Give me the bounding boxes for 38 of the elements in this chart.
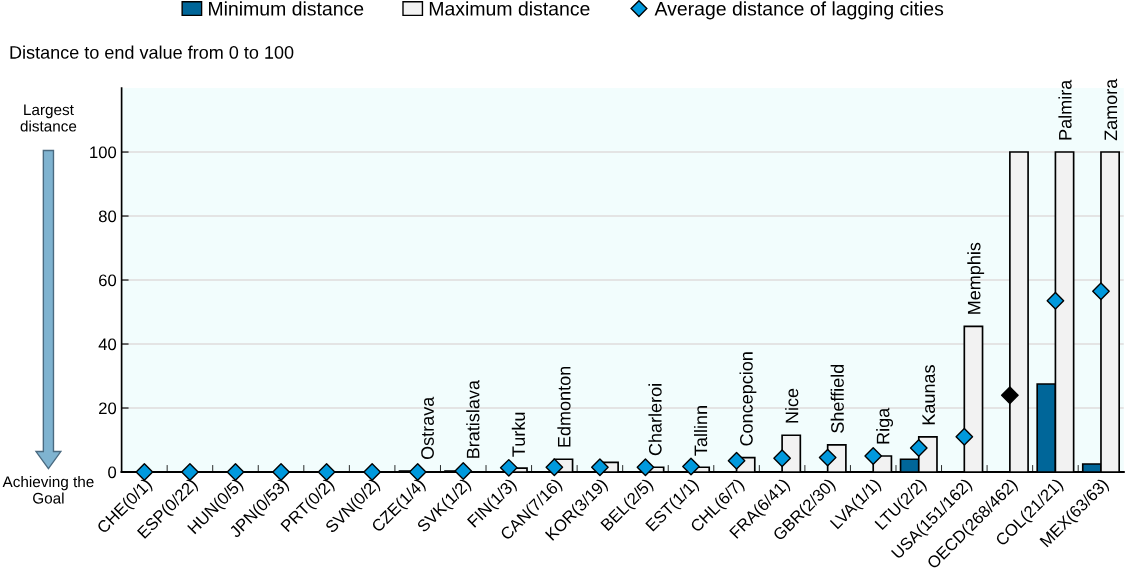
annotation: Palmira (1058, 79, 1072, 140)
annotation: Ostrava (421, 396, 434, 460)
point (727, 451, 746, 470)
point (864, 447, 883, 465)
legend-label: Maximum distance (429, 1, 590, 16)
point (1092, 282, 1110, 301)
y-axis-title: Distance to end value from 0 to 100 (10, 45, 294, 59)
annotation: Tallinn (693, 406, 708, 456)
y-tick-label: 60 (99, 274, 117, 287)
text: Largest distance (20, 104, 77, 132)
point (1046, 291, 1065, 310)
y-tick-label: 100 (90, 146, 117, 159)
point (590, 458, 609, 477)
annotation: Edmonton (557, 366, 571, 447)
legend-label: Average distance of lagging cities (654, 1, 944, 20)
point (454, 462, 473, 480)
annotation: Concepcion (739, 352, 757, 446)
point (636, 458, 655, 477)
annotation: Nice (785, 388, 799, 423)
point (545, 458, 564, 477)
point (955, 427, 974, 446)
annotation: Charleroi (648, 384, 662, 456)
annotation: Bratislava (466, 380, 480, 458)
point (1000, 386, 1019, 405)
annotation: Turku (511, 412, 526, 457)
annotation: Zamora (1104, 78, 1118, 141)
y-tick-label: 0 (108, 466, 117, 479)
point (682, 457, 700, 476)
y-tick-label: 40 (98, 338, 117, 351)
legend-label: Minimum distance (209, 1, 364, 16)
annotation: Memphis (967, 242, 985, 314)
y-tick-label: 20 (99, 402, 117, 415)
point (499, 458, 518, 477)
annotation: Riga (876, 407, 894, 444)
annotation: Sheffield (830, 364, 844, 433)
annotation: Kaunas (922, 365, 935, 425)
text: Achieving the Goal (2, 475, 94, 504)
y-tick-label: 80 (98, 210, 117, 223)
